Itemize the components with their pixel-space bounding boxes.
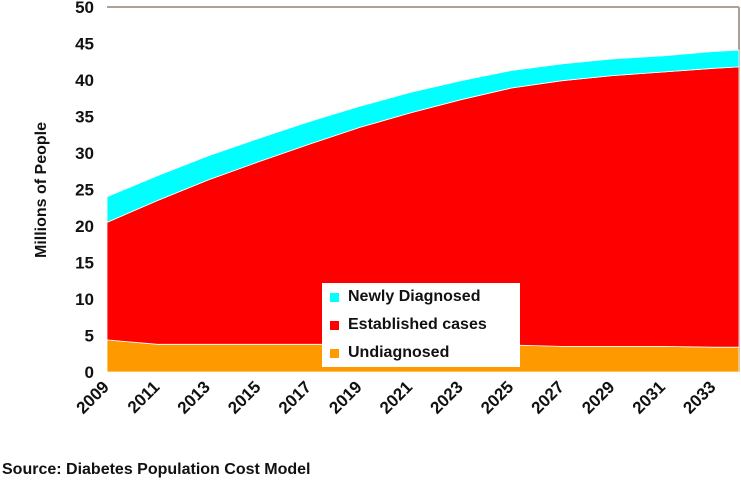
x-tick-label: 2011 <box>124 377 164 417</box>
legend-swatch <box>330 292 339 302</box>
x-tick-label: 2027 <box>528 377 568 417</box>
legend-item-established-cases: Established cases <box>330 314 487 336</box>
y-tick-label: 40 <box>75 71 94 90</box>
y-tick-label: 50 <box>75 0 94 17</box>
y-tick-label: 30 <box>75 144 94 163</box>
legend-swatch <box>330 348 339 358</box>
y-axis-label: Millions of People <box>33 122 50 258</box>
y-tick-label: 0 <box>85 363 94 382</box>
legend-item-newly-diagnosed: Newly Diagnosed <box>330 286 480 308</box>
x-tick-label: 2015 <box>224 377 264 417</box>
x-tick-label: 2017 <box>275 377 315 417</box>
y-tick-label: 35 <box>75 108 94 127</box>
x-tick-label: 2033 <box>679 377 719 417</box>
legend-label: Established cases <box>348 316 487 333</box>
source-note: Source: Diabetes Population Cost Model <box>2 461 311 478</box>
x-tick-label: 2023 <box>427 377 467 417</box>
y-tick-label: 45 <box>75 35 94 54</box>
x-tick-label: 2021 <box>376 377 416 417</box>
x-tick-label: 2025 <box>477 377 517 417</box>
x-axis-ticks: 2009 2011 2013 2015 2017 2019 2021 2023 2025 2027… <box>73 377 720 417</box>
x-tick-label: 2031 <box>629 377 669 417</box>
area-newly-diagnosed <box>106 49 740 224</box>
y-tick-label: 10 <box>75 290 94 309</box>
x-tick-label: 2013 <box>174 377 214 417</box>
y-tick-label: 20 <box>75 217 94 236</box>
legend-label: Undiagnosed <box>348 344 450 361</box>
x-tick-label: 2009 <box>73 377 113 417</box>
y-axis-ticks: 0 5 10 15 20 25 30 35 40 45 50 <box>75 0 94 382</box>
legend-label: Newly Diagnosed <box>348 288 481 305</box>
legend: Newly Diagnosed Established cases Undiag… <box>322 283 520 367</box>
legend-swatch <box>330 320 339 330</box>
y-tick-label: 5 <box>85 327 94 346</box>
x-tick-label: 2019 <box>325 377 365 417</box>
legend-item-undiagnosed: Undiagnosed <box>330 342 449 364</box>
y-tick-label: 25 <box>75 181 94 200</box>
x-tick-label: 2029 <box>578 377 618 417</box>
y-tick-label: 15 <box>75 254 94 273</box>
